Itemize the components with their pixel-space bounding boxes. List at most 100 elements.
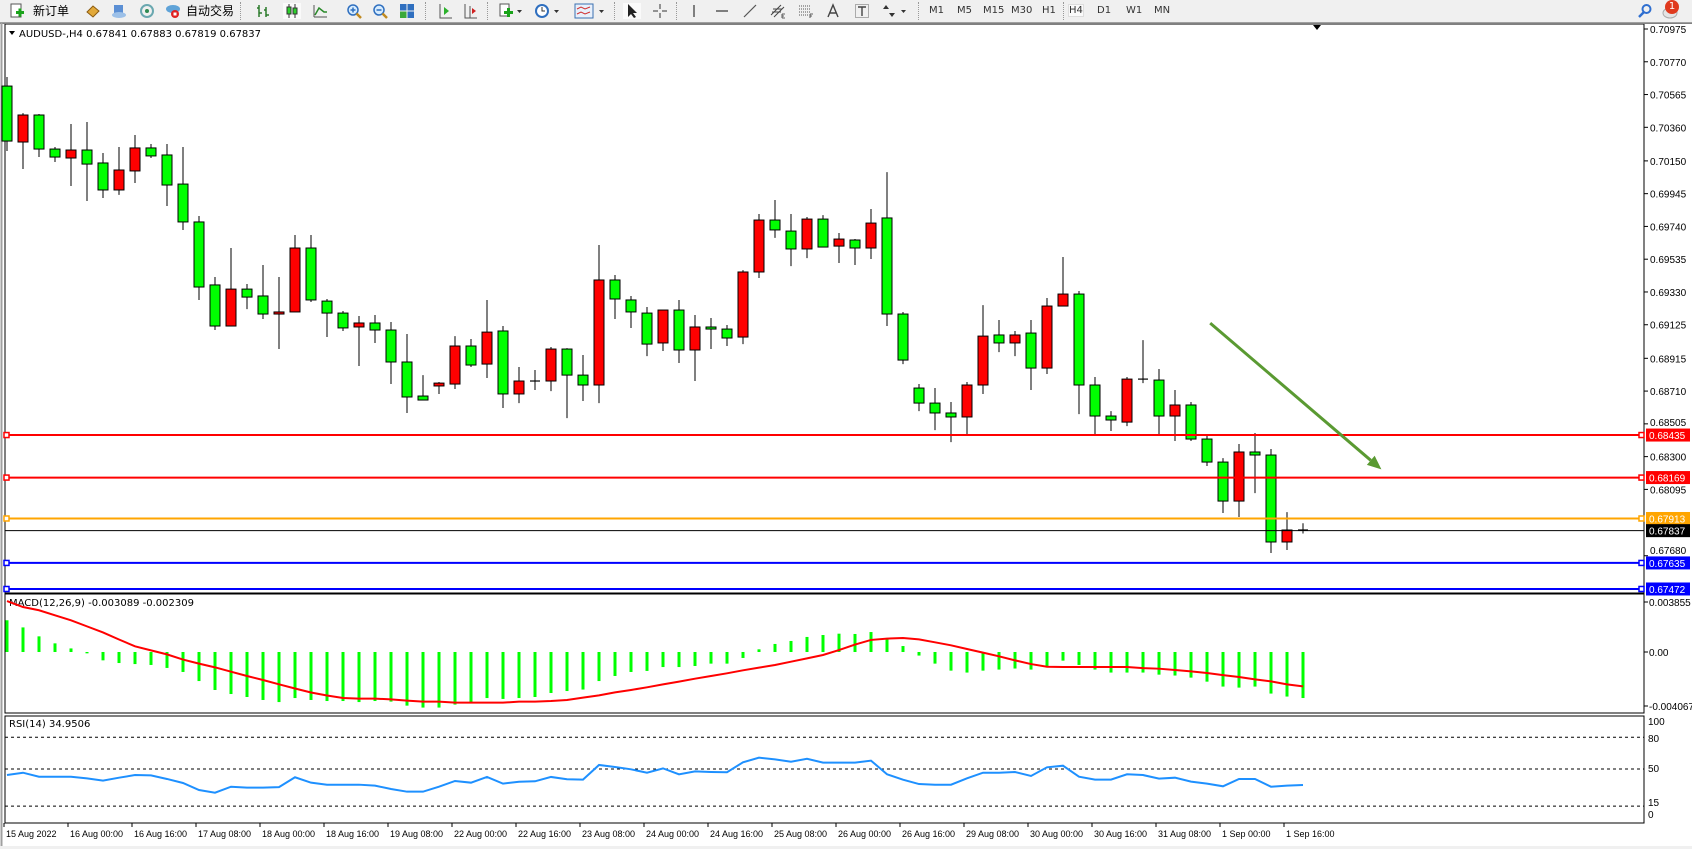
candle[interactable] (321, 299, 333, 338)
candle[interactable] (577, 354, 589, 401)
candle[interactable] (225, 248, 237, 327)
fibonacci-tool-icon[interactable] (797, 3, 815, 19)
tile-windows-icon[interactable] (398, 3, 416, 19)
candle[interactable] (33, 114, 45, 158)
candle[interactable] (817, 215, 829, 248)
auto-trading-icon[interactable] (164, 3, 182, 19)
candle[interactable] (1201, 436, 1213, 467)
timeframe-m5[interactable]: M5 (957, 5, 972, 16)
candle[interactable] (593, 244, 605, 404)
candlestick-chart-icon[interactable] (283, 3, 301, 19)
signals-icon[interactable] (138, 3, 156, 19)
candle[interactable] (737, 270, 749, 345)
line-handle-right[interactable] (1638, 474, 1645, 481)
candle[interactable] (1041, 298, 1053, 374)
candle[interactable] (417, 375, 429, 401)
timeframe-w1[interactable]: W1 (1126, 5, 1143, 16)
horizontal-line-0.67837[interactable]: 0.67837 (5, 524, 1690, 538)
equidistant-channel-tool-icon[interactable] (769, 3, 787, 19)
text-tool-icon[interactable] (824, 3, 842, 19)
candle[interactable] (273, 276, 285, 350)
candle[interactable] (369, 314, 381, 343)
candle[interactable] (913, 384, 925, 412)
market-watch-icon[interactable] (110, 3, 128, 19)
templates-menu-button[interactable] (574, 3, 608, 19)
horizontal-line-tool-icon[interactable] (713, 3, 731, 19)
chart-shift-icon[interactable] (461, 3, 479, 19)
candle[interactable] (530, 369, 540, 390)
candle[interactable] (657, 309, 669, 351)
indicators-menu-button[interactable] (498, 3, 524, 19)
candle[interactable] (1217, 458, 1229, 514)
line-handle-right[interactable] (1638, 515, 1645, 522)
candle[interactable] (305, 235, 317, 303)
horizontal-line-0.68169[interactable]: 0.68169 (3, 471, 1690, 485)
timeframe-mn[interactable]: MN (1154, 5, 1171, 16)
chart-shift-marker-icon[interactable] (1313, 25, 1321, 30)
candle[interactable] (385, 322, 397, 385)
candle[interactable] (1265, 448, 1277, 554)
candle[interactable] (257, 264, 269, 319)
candle[interactable] (497, 326, 509, 409)
candle[interactable] (721, 325, 733, 347)
chart-canvas[interactable]: 0.70975 0.70770 0.70565 0.70360 0.70150 0.699… (0, 22, 1692, 846)
candle[interactable] (433, 381, 445, 394)
new-order-icon[interactable] (8, 3, 26, 19)
crosshair-tool-icon[interactable] (651, 3, 669, 19)
text-label-tool-icon[interactable] (853, 3, 871, 19)
candle[interactable] (1249, 432, 1261, 494)
candle[interactable] (17, 113, 29, 170)
candle[interactable] (625, 295, 637, 328)
candle[interactable] (801, 216, 813, 259)
candle[interactable] (865, 209, 877, 260)
line-handle-left[interactable] (3, 515, 10, 522)
candle[interactable] (1169, 389, 1181, 441)
timeframe-h1[interactable]: H1 (1042, 5, 1056, 16)
new-order-button[interactable]: 新订单 (33, 4, 70, 18)
bar-chart-icon[interactable] (254, 3, 272, 19)
line-handle-left[interactable] (3, 559, 10, 567)
candle[interactable] (289, 235, 301, 313)
timeframe-m30[interactable]: M30 (1011, 5, 1033, 16)
search-icon[interactable] (1636, 3, 1654, 19)
cursor-tool-icon[interactable] (623, 3, 641, 19)
timeframe-m1[interactable]: M1 (929, 5, 944, 16)
candle[interactable] (1105, 411, 1117, 432)
line-handle-right[interactable] (1638, 585, 1645, 593)
candle[interactable] (1073, 291, 1085, 415)
candle[interactable] (481, 299, 493, 378)
timeframe-d1[interactable]: D1 (1097, 5, 1112, 16)
candle[interactable] (193, 216, 205, 300)
candle[interactable] (785, 213, 797, 267)
candle[interactable] (833, 232, 845, 264)
candle[interactable] (897, 311, 909, 365)
line-handle-left[interactable] (3, 474, 10, 481)
candle[interactable] (401, 334, 413, 413)
candle[interactable] (1233, 443, 1245, 518)
candle[interactable] (705, 318, 717, 350)
candle[interactable] (993, 319, 1005, 353)
candle[interactable] (113, 146, 125, 195)
candle[interactable] (337, 310, 349, 331)
timeframe-h4[interactable]: H4 (1068, 4, 1084, 17)
periods-menu-button[interactable] (534, 3, 562, 19)
candle[interactable] (65, 123, 77, 186)
vertical-line-tool-icon[interactable] (685, 3, 703, 19)
candle[interactable] (1153, 369, 1165, 435)
trendline-tool-icon[interactable] (741, 3, 759, 19)
candle[interactable] (209, 276, 221, 331)
candle[interactable] (513, 366, 525, 404)
horizontal-line-0.68435[interactable]: 0.68435 (3, 428, 1690, 443)
candle[interactable] (881, 172, 893, 327)
candle[interactable] (977, 305, 989, 394)
zoom-in-icon[interactable] (345, 3, 363, 19)
candle[interactable] (97, 153, 109, 198)
candle[interactable] (769, 200, 781, 238)
candle[interactable] (1298, 523, 1308, 534)
candle[interactable] (465, 338, 477, 367)
candle[interactable] (81, 122, 93, 202)
candle[interactable] (449, 336, 461, 390)
candle[interactable] (145, 143, 157, 159)
auto-trading-button[interactable]: 自动交易 (186, 4, 235, 18)
line-handle-left[interactable] (3, 431, 10, 439)
